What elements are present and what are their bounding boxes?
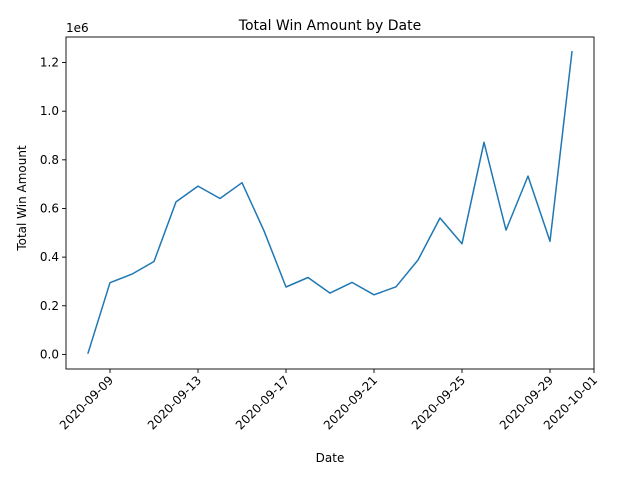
y-tick-label: 0.2	[40, 299, 59, 313]
x-ticks: 2020-09-09 2020-09-13 2020-09-17 2020-09-21…	[57, 369, 600, 432]
series-line	[87, 50, 573, 354]
y-offset-text: 1e6	[66, 21, 89, 35]
y-tick-label: 0.4	[40, 250, 59, 264]
y-tick-label: 1.2	[40, 56, 59, 70]
chart-title: Total Win Amount by Date	[238, 18, 421, 34]
y-ticks: 0.0 0.2 0.4 0.6 0.8 1.0 1.2	[40, 56, 66, 361]
y-tick-label: 0.8	[40, 153, 59, 167]
y-tick-label: 0.0	[40, 347, 59, 361]
series-layer	[87, 50, 573, 354]
x-tick-label: 2020-09-17	[233, 373, 292, 432]
y-tick-label: 1.0	[40, 104, 59, 118]
x-tick-label: 2020-09-09	[57, 373, 116, 432]
plot-frame	[65, 36, 595, 370]
x-tick-label: 2020-09-21	[321, 373, 380, 432]
y-tick-label: 0.6	[40, 201, 59, 215]
x-tick-label: 2020-09-25	[409, 373, 468, 432]
x-tick-label: 2020-09-13	[145, 373, 204, 432]
x-axis-label: Date	[316, 451, 345, 465]
y-axis-label: Total Win Amount	[15, 145, 29, 252]
